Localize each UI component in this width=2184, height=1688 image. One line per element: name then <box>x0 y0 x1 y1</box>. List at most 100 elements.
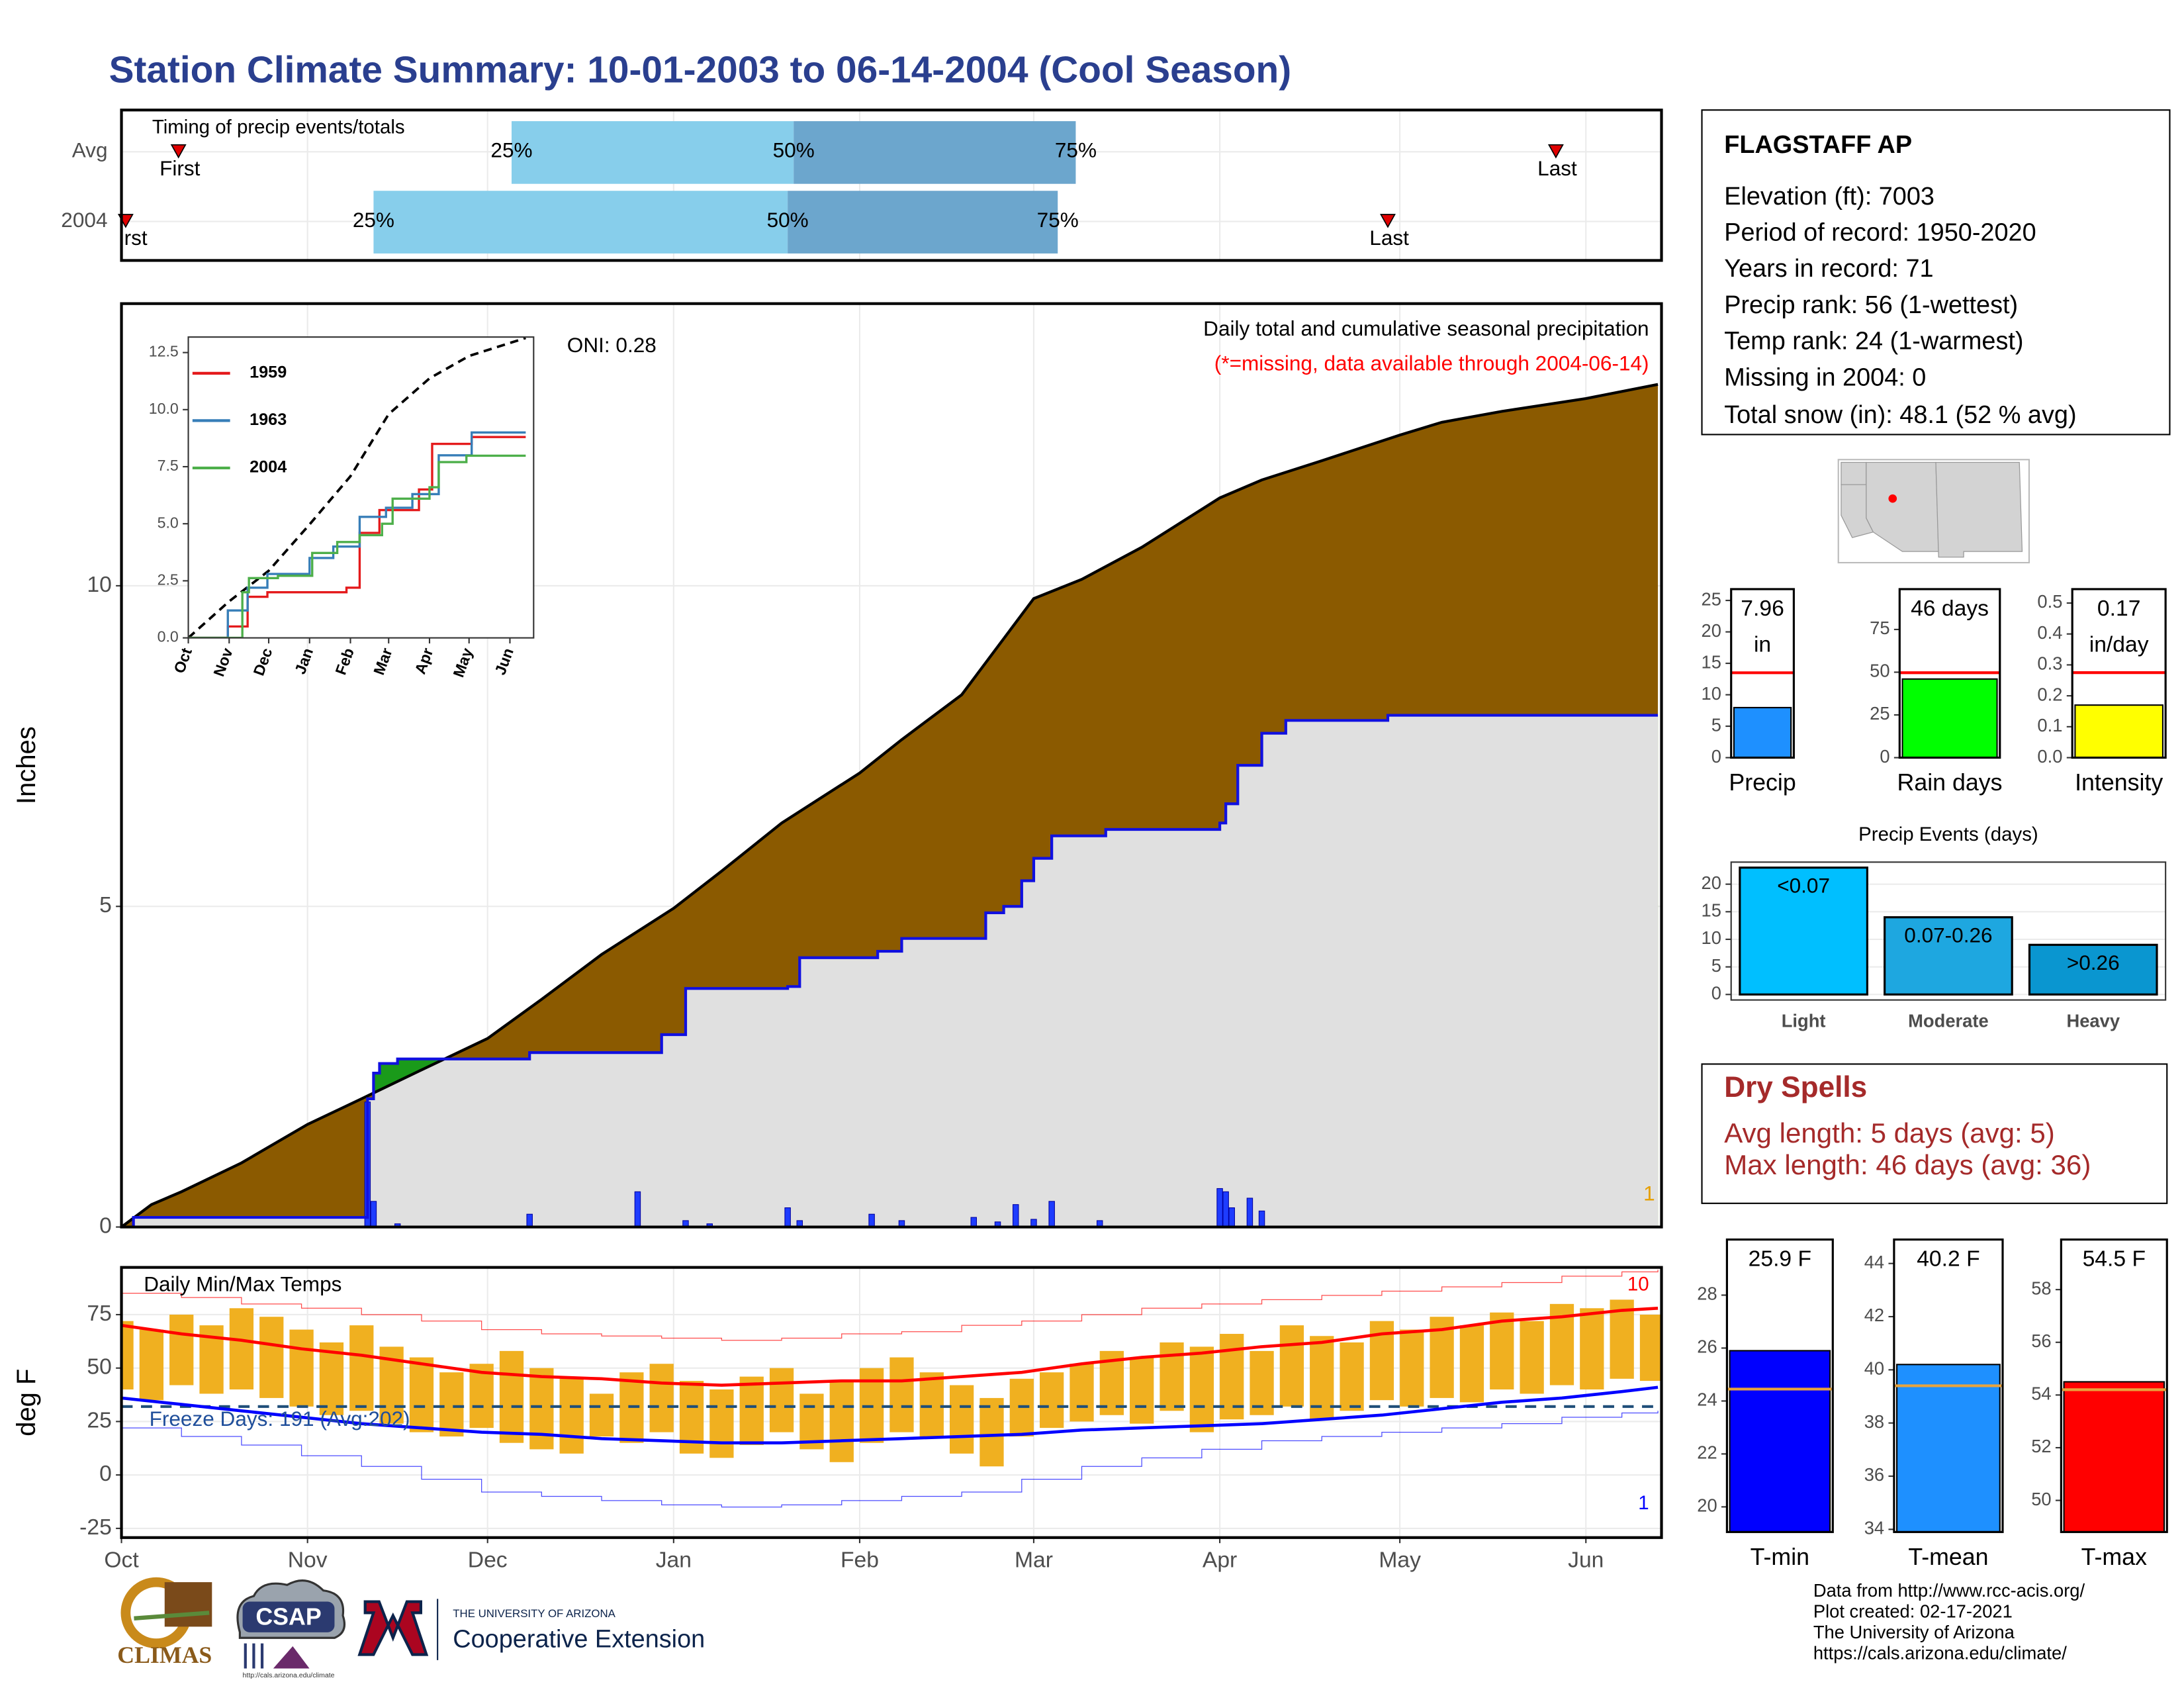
y-tick-label: 54 <box>2031 1383 2051 1404</box>
y-tick-label: 24 <box>1697 1389 1717 1410</box>
logo-text: http://cals.arizona.edu/climate <box>243 1671 335 1679</box>
quartile-label: 75% <box>1037 208 1079 232</box>
y-tick-label: 5.0 <box>158 514 179 531</box>
y-tick-label: 34 <box>1864 1518 1884 1538</box>
station-line: Precip rank: 56 (1-wettest) <box>1724 291 2018 319</box>
panel-title: Timing of precip events/totals <box>152 116 405 138</box>
temp-range-bar <box>1490 1312 1514 1389</box>
y-tick-label: 15 <box>1702 651 1721 672</box>
quartile-bar <box>373 191 788 254</box>
daily-precip-bar <box>634 1191 641 1227</box>
inset-frame <box>187 336 535 639</box>
y-tick-label: 12.5 <box>149 343 179 360</box>
y-tick-label: 25 <box>1870 703 1889 724</box>
value-label: 54.5 F <box>2082 1248 2146 1272</box>
cumulative-line <box>121 383 1659 1227</box>
category-label: T-min <box>1751 1544 1809 1570</box>
credit-line: The University of Arizona <box>1813 1622 2015 1642</box>
logo-shape <box>164 1582 212 1627</box>
panel-frame <box>120 302 1663 1229</box>
event-marker <box>1380 214 1396 228</box>
value-label-box: 54.5 F <box>2082 1248 2146 1272</box>
bar <box>1884 916 2013 996</box>
csap-logo: CSAP http://cals.arizona.edu/climate <box>236 1579 346 1679</box>
quartile-bar <box>788 191 1058 254</box>
temp-range-bar <box>919 1372 944 1437</box>
x-tick-label: Jan <box>656 1548 692 1572</box>
y-tick-label: 0.1 <box>2037 715 2062 735</box>
y-tick-label: 0.5 <box>2037 591 2062 612</box>
dry-spells-line: Avg length: 5 days (avg: 5) <box>1724 1117 2055 1149</box>
y-tick-label: 5 <box>1711 714 1721 735</box>
event-marker <box>1547 144 1564 159</box>
station-name: FLAGSTAFF AP <box>1724 131 1912 159</box>
x-tick-label: May <box>1379 1548 1421 1572</box>
bar <box>2028 943 2158 996</box>
temp-range-bar <box>1459 1325 1484 1403</box>
logo-shape <box>134 1611 210 1620</box>
y-tick-label: 0.3 <box>2037 653 2062 674</box>
panel-frame <box>120 1266 1663 1539</box>
quartile-label: 50% <box>773 138 815 162</box>
temp-range-bar <box>589 1393 614 1437</box>
y-tick-label: 10 <box>87 573 111 597</box>
panel-frame <box>120 109 1663 262</box>
event-label: Last <box>1369 226 1409 250</box>
plot-area <box>121 1270 1662 1508</box>
y-tick-label: 0.0 <box>2037 746 2062 767</box>
bar <box>1901 678 1998 759</box>
bar <box>1896 1364 2001 1533</box>
station-line: Total snow (in): 48.1 (52 % avg) <box>1724 401 2076 429</box>
y-tick-label: 0 <box>99 1213 112 1238</box>
record-count: 1 <box>1638 1492 1649 1514</box>
temp-range-bar <box>649 1364 674 1432</box>
map-state <box>1935 461 2023 558</box>
quartile-label: 75% <box>1055 138 1097 162</box>
record-count: 10 <box>1627 1274 1649 1295</box>
ua-logo: THE UNIVERSITY OF ARIZONA Cooperative Ex… <box>357 1599 705 1660</box>
temp-range-bar <box>499 1350 524 1443</box>
category-label: Heavy <box>2066 1011 2120 1031</box>
temp-range-bar <box>259 1317 284 1398</box>
y-tick-label: 75 <box>87 1301 111 1326</box>
daily-precip-bar <box>706 1223 713 1227</box>
y-tick-label: 25 <box>1702 588 1721 609</box>
chart-title: Daily total and cumulative seasonal prec… <box>1203 316 1649 340</box>
logo-shape <box>273 1646 310 1669</box>
temp-range-bar <box>1340 1342 1364 1411</box>
temp-range-bar <box>889 1357 914 1432</box>
y-tick-label: 2.5 <box>158 571 179 588</box>
y-tick-label: 22 <box>1697 1442 1717 1463</box>
event-label: Last <box>1537 156 1577 180</box>
cumulative-line <box>121 714 1659 1227</box>
logo-shape <box>242 1601 335 1632</box>
temp-range-bar <box>121 1321 134 1389</box>
panel-frame <box>2060 1238 2168 1533</box>
temp-range-bar <box>169 1314 194 1385</box>
temp-range-bar <box>769 1368 794 1432</box>
y-tick-label: 28 <box>1697 1284 1717 1304</box>
x-tick-label: Jun <box>1568 1548 1604 1572</box>
panel-frame <box>1898 588 2001 759</box>
y-tick-label: Avg <box>72 138 108 162</box>
panel-frame <box>1725 1238 1834 1533</box>
panel-title: Daily Min/Max Temps <box>144 1272 341 1295</box>
y-tick-label: 10 <box>1702 683 1721 704</box>
climas-logo: CLIMAS <box>117 1577 212 1668</box>
y-tick-label: 58 <box>2031 1278 2051 1298</box>
category-label: Light <box>1782 1011 1826 1031</box>
daily-precip-bar <box>1216 1188 1223 1227</box>
y-tick-label: 52 <box>2031 1436 2051 1456</box>
x-tick-label: Apr <box>1203 1548 1237 1572</box>
value-label-box: 25.9 F <box>1749 1248 1811 1272</box>
y-tick-label: 50 <box>2031 1489 2051 1509</box>
value-label-box: 0.17 in/day <box>2089 598 2149 657</box>
y-tick-label: 0.2 <box>2037 684 2062 704</box>
temp-range-bar <box>949 1385 974 1454</box>
page-title: Station Climate Summary: 10-01-2003 to 0… <box>109 49 1292 91</box>
y-tick-label: 40 <box>1864 1358 1884 1379</box>
y-tick-label: 44 <box>1864 1252 1884 1272</box>
dry-spells-line: Max length: 46 days (avg: 36) <box>1724 1149 2091 1180</box>
value-label-box: 7.96 in <box>1741 598 1784 657</box>
